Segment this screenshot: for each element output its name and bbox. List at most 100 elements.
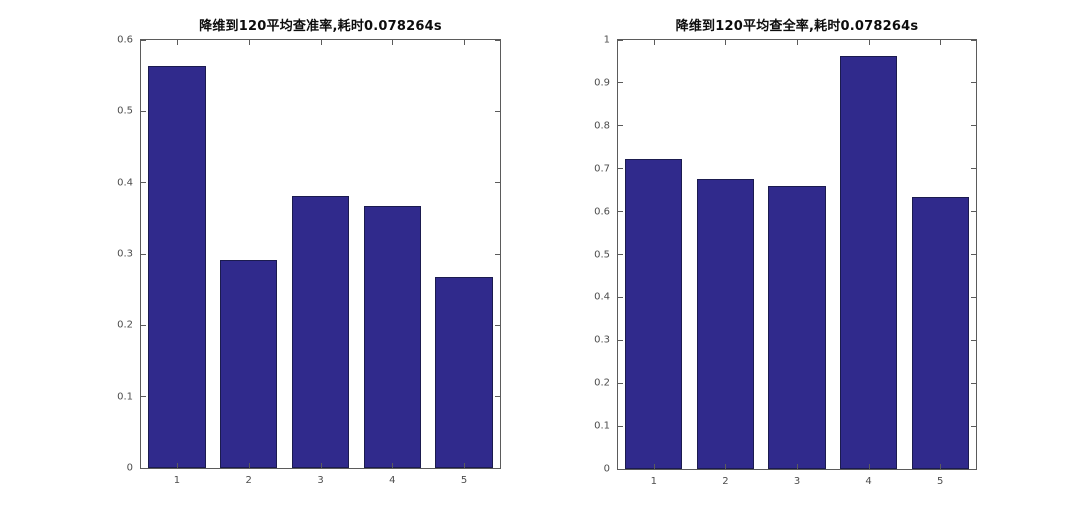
xtick-mark-top [797, 40, 798, 45]
ytick-label-0.4: 0.4 [594, 291, 610, 303]
precision-bar-chart: 降维到120平均查准率,耗时0.078264s 1 2 3 4 5 0 0.1 0.2 0.3 0… [117, 19, 501, 486]
xtick-mark-bottom [797, 464, 798, 469]
ytick-mark-left [141, 182, 146, 184]
xtick-label-1: 1 [650, 476, 657, 487]
bar-1 [148, 66, 206, 468]
xtick-mark-bottom [940, 464, 942, 469]
bar-2 [219, 260, 278, 468]
ytick-label-0.5: 0.5 [594, 249, 610, 260]
ytick-label-0.2: 0.2 [594, 377, 610, 389]
xtick-label-3: 3 [793, 476, 801, 487]
precision-plot-area: 1 2 3 4 5 0 0.1 0.2 0.3 0.4 0.5 0.6 [117, 35, 501, 486]
ytick-label-0.2: 0.2 [117, 319, 133, 331]
xtick-mark-bottom [176, 463, 178, 468]
ytick-mark-left [618, 39, 623, 41]
xtick-mark-top [320, 40, 322, 45]
xtick-mark-bottom [653, 464, 655, 469]
ytick-label-0.5: 0.5 [117, 105, 133, 117]
xtick-label-1: 1 [173, 475, 181, 486]
xtick-mark-bottom [248, 463, 250, 468]
ytick-mark-left [141, 324, 146, 326]
ytick-mark-right [971, 339, 976, 341]
xtick-mark-top [725, 40, 727, 45]
ytick-label-0: 0 [603, 463, 610, 475]
ytick-label-0.8: 0.8 [594, 120, 610, 132]
xtick-mark-bottom [464, 463, 466, 468]
bar-1 [625, 159, 683, 469]
ytick-mark-right [971, 125, 976, 127]
xtick-label-4: 4 [389, 475, 396, 486]
ytick-mark-right [971, 39, 976, 41]
ytick-mark-right [971, 254, 976, 255]
xtick-mark-bottom [320, 463, 322, 468]
ytick-mark-left [618, 468, 623, 470]
xtick-label-5: 5 [937, 476, 944, 487]
ytick-label-0.4: 0.4 [117, 177, 133, 189]
ytick-label-0.6: 0.6 [594, 206, 610, 218]
bar-3 [291, 196, 350, 468]
ytick-label-0.6: 0.6 [117, 34, 133, 46]
xtick-mark-bottom [868, 464, 870, 469]
ytick-mark-right [971, 211, 976, 213]
ytick-label-0: 0 [126, 462, 133, 474]
xtick-mark-top [868, 40, 870, 45]
ytick-mark-left [141, 253, 146, 255]
ytick-mark-left [618, 382, 623, 384]
ytick-mark-right [495, 110, 500, 112]
ytick-mark-right [495, 396, 500, 398]
ytick-label-0.1: 0.1 [117, 391, 133, 403]
ytick-label-0.3: 0.3 [117, 248, 133, 260]
ytick-mark-right [971, 296, 976, 298]
xtick-label-2: 2 [245, 475, 252, 486]
xtick-label-2: 2 [722, 476, 729, 487]
ytick-mark-left [618, 425, 623, 427]
ytick-label-0.1: 0.1 [594, 420, 610, 432]
recall-chart-title: 降维到120平均查全率,耗时0.078264s [675, 19, 919, 34]
ytick-mark-left [618, 254, 623, 255]
bar-3 [768, 185, 826, 469]
ytick-mark-right [971, 468, 976, 470]
bar-4 [363, 205, 422, 468]
bar-5 [435, 276, 493, 468]
xtick-mark-bottom [725, 464, 727, 469]
ytick-mark-right [495, 182, 500, 184]
xtick-mark-bottom [392, 463, 394, 468]
xtick-label-5: 5 [460, 475, 468, 486]
ytick-mark-right [971, 425, 976, 427]
ytick-mark-left [618, 296, 623, 298]
ytick-mark-right [971, 82, 976, 84]
ytick-mark-left [618, 211, 623, 213]
xtick-label-4: 4 [865, 476, 872, 487]
recall-plot-area: 1 2 3 4 5 0 0.1 0.2 0.3 0.4 0.5 0.6 0.7 0.8 0.9 1 [594, 35, 977, 487]
ytick-mark-left [141, 110, 146, 112]
ytick-mark-left [618, 82, 623, 84]
bar-5 [911, 197, 969, 469]
bar-2 [696, 178, 755, 469]
ytick-label-0.9: 0.9 [594, 77, 610, 89]
ytick-mark-right [495, 253, 500, 255]
xtick-mark-top [248, 40, 250, 45]
xtick-mark-top [176, 40, 178, 45]
ytick-mark-right [971, 168, 976, 170]
ytick-mark-right [971, 382, 976, 384]
ytick-label-0.3: 0.3 [594, 334, 610, 346]
ytick-mark-right [495, 324, 500, 326]
xtick-label-3: 3 [317, 475, 324, 486]
ytick-mark-right [495, 39, 500, 41]
xtick-mark-top [940, 40, 942, 45]
ytick-mark-left [141, 396, 146, 398]
ytick-mark-left [618, 339, 623, 341]
precision-chart-title: 降维到120平均查准率,耗时0.078264s [199, 19, 442, 34]
ytick-mark-left [618, 125, 623, 127]
xtick-mark-top [392, 40, 394, 45]
ytick-mark-left [141, 467, 146, 469]
ytick-label-1: 1 [603, 34, 610, 46]
bar-4 [839, 55, 898, 469]
recall-bar-chart: 降维到120平均查全率,耗时0.078264s 1 2 3 4 5 0 0.1 0.2 0.3 0… [594, 19, 977, 487]
xtick-mark-top [464, 40, 466, 45]
ytick-mark-left [618, 168, 623, 170]
xtick-mark-top [653, 40, 655, 45]
ytick-mark-right [495, 467, 500, 469]
ytick-mark-left [141, 39, 146, 41]
